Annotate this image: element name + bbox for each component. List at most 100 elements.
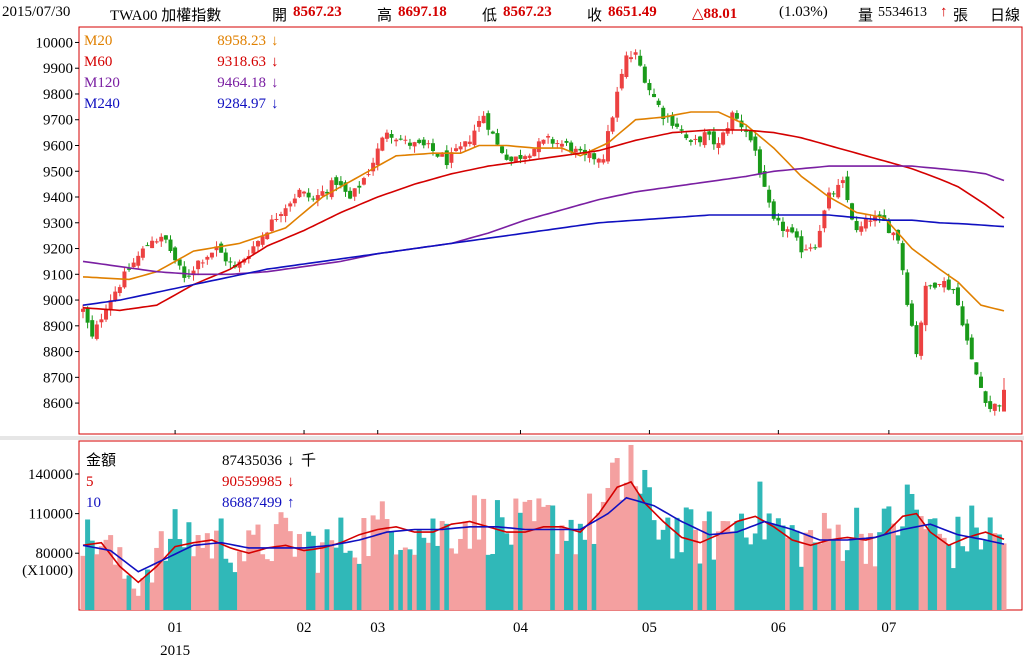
volume-bar [858,533,864,610]
candle-body [790,227,795,233]
volume-bar [398,549,404,610]
candle-body [302,191,307,194]
volume-bar [729,531,735,610]
candle-body [698,136,703,143]
volume-bar [227,562,233,610]
legend-name-m240: M240 [84,96,120,112]
volume-bar [812,542,818,610]
volume-bar [831,539,837,610]
candle-body [886,221,891,234]
candle-body [559,143,564,147]
candle-body [951,288,956,291]
candle-body [154,241,159,243]
candle-body [140,248,145,258]
candle-body [274,218,279,220]
volume-bar [937,533,943,610]
volume-bar [117,547,123,610]
candle-body [523,156,528,160]
volume-bar [131,588,137,610]
candle-body [808,247,813,249]
candle-body [891,232,896,236]
low-label: 低 [482,8,498,24]
ma-line-m60 [82,129,1005,312]
legend-arrow-icon: ↓ [271,33,279,49]
volume-bar [697,563,703,610]
volume-bar [273,524,279,610]
candle-body [932,282,937,288]
volume-bar [568,519,574,610]
candle-body [564,140,569,143]
volume-bar [734,521,740,610]
volume-bar [872,566,878,610]
volume-bar [541,506,546,610]
price-tick-label: 9300 [43,216,73,232]
price-tick-label: 9800 [43,87,73,103]
legend-arrow-icon: ↓ [271,96,279,112]
volume-unit-label: (X1000) [22,563,73,579]
volume-bar [338,517,344,610]
candle-body [269,219,274,231]
volume-bar [633,486,639,610]
volume-bar [347,550,353,610]
candle-body [955,287,960,306]
candle-body [500,146,505,153]
volume-bar [867,533,873,610]
candle-body [219,243,224,253]
volume-bar [103,539,109,610]
candle-body [767,189,772,203]
volume-bar [808,530,814,610]
volume-bar [665,517,671,610]
volume-unit: 張 [953,8,969,24]
volume-bar [826,528,832,610]
candle-body [306,192,311,198]
candle-body [974,362,979,375]
volume-bar [177,539,183,610]
volume-legend-unit: 千 [301,452,316,469]
volume-bar [98,546,104,610]
candle-body [877,214,882,218]
candle-body [969,337,974,360]
candle-body [279,214,284,216]
volume-bar [771,524,777,610]
candle-body [647,82,652,91]
price-tick-label: 8700 [43,370,73,386]
price-tick-label: 9000 [43,293,73,309]
volume-bar [361,518,367,610]
volume-bar [762,539,768,610]
candle-body [131,262,136,268]
high-value: 8697.18 [398,4,447,20]
candle-body [624,55,629,77]
volume-bar [421,537,427,610]
volume-bar [550,505,556,610]
volume-bar [154,547,160,610]
volume-bar [476,539,482,610]
volume-bar [112,564,118,610]
volume-bar [798,566,804,610]
candle-body [785,229,790,232]
candle-body [845,176,850,201]
candle-body [923,285,928,326]
quote-date: 2015/07/30 [2,4,71,20]
candle-body [375,148,380,166]
volume-bar [628,444,634,610]
candle-body [421,139,426,146]
volume-bar [600,501,606,610]
volume-bar [232,572,238,610]
volume-bar [817,543,823,610]
candle-body [297,189,302,198]
candle-body [90,320,95,337]
month-label: 01 [168,620,183,636]
volume-bar [720,521,726,610]
volume-bar [200,547,206,610]
volume-bar [821,512,827,610]
volume-bar [218,518,224,610]
volume-bar [955,516,961,610]
volume-bar [610,462,616,610]
volume-bar [425,542,431,610]
volume-bar [978,549,984,610]
volume-bar [900,526,906,610]
candle-body [840,180,845,184]
candle-body [99,319,104,323]
price-tick-label: 10000 [36,35,74,51]
